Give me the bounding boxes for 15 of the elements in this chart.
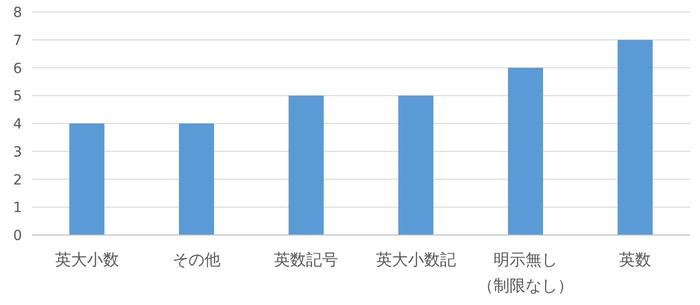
- y-tick-label: 6: [13, 60, 22, 77]
- y-tick-label: 0: [13, 228, 22, 244]
- y-tick-label: 4: [13, 116, 22, 132]
- x-tick-label: 英大小数記: [376, 250, 456, 269]
- x-tick-label: 英数: [619, 250, 652, 269]
- y-tick-label: 7: [13, 32, 22, 49]
- y-tick-label: 5: [13, 88, 22, 105]
- y-tick-label: 3: [13, 144, 22, 160]
- x-tick-label: その他: [172, 250, 220, 269]
- y-tick-label: 2: [13, 172, 22, 188]
- x-tick-label: 明示無し（制限なし）: [478, 250, 574, 295]
- y-tick-label: 1: [13, 200, 22, 216]
- y-tick-label: 8: [13, 5, 22, 21]
- x-tick-label: 英数記号: [274, 250, 338, 269]
- x-tick-label: 英大小数: [54, 250, 119, 269]
